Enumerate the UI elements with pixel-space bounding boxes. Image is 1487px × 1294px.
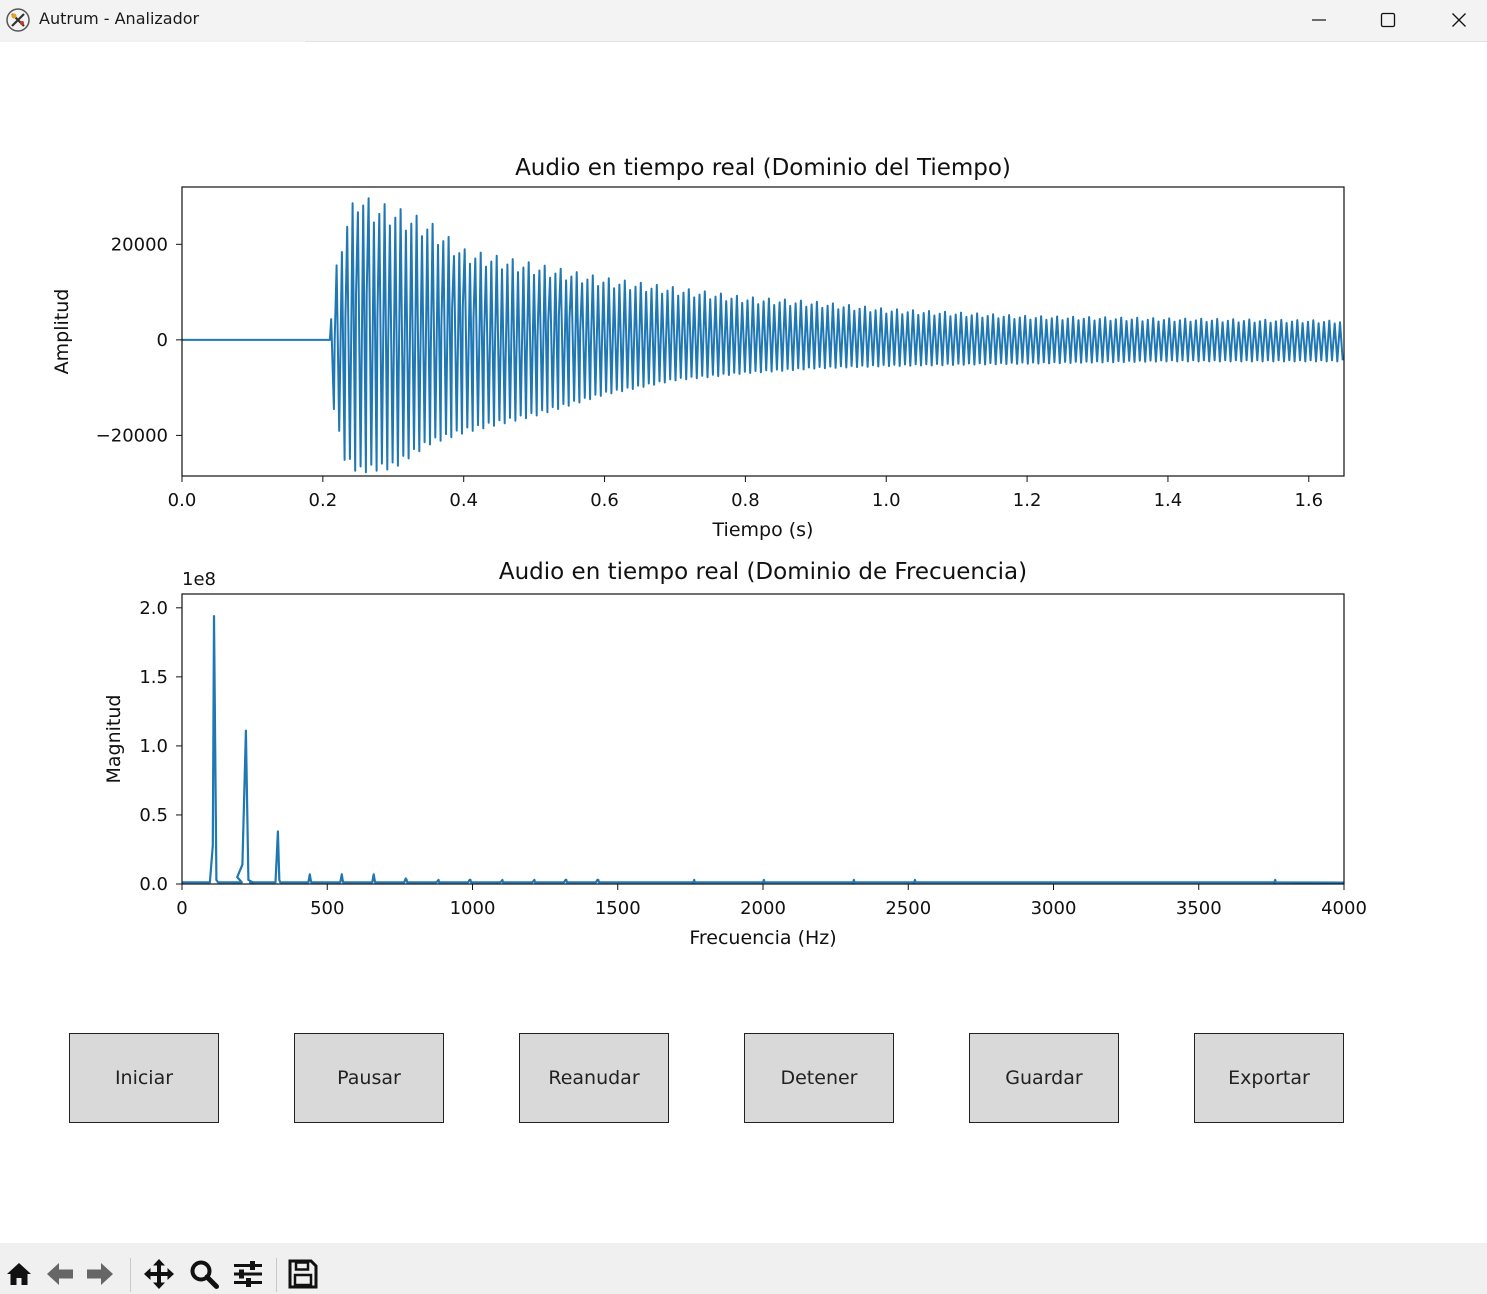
time-x-tick-label: 1.0 bbox=[872, 490, 901, 511]
time-x-tick-label: 1.6 bbox=[1294, 490, 1323, 511]
freq-y-tick-label: 0.0 bbox=[139, 874, 168, 895]
autrum-app-icon bbox=[6, 8, 30, 32]
minimize-button[interactable] bbox=[1286, 0, 1352, 40]
export-button[interactable]: Exportar bbox=[1194, 1033, 1344, 1123]
freq-x-tick-label: 3000 bbox=[1031, 898, 1077, 919]
home-button[interactable] bbox=[4, 1256, 34, 1292]
freq-x-tick-label: 4000 bbox=[1321, 898, 1367, 919]
time-x-tick-label: 1.2 bbox=[1013, 490, 1042, 511]
time-x-tick-label: 1.4 bbox=[1154, 490, 1183, 511]
toolbar-separator bbox=[276, 1258, 277, 1292]
forward-button[interactable] bbox=[84, 1256, 116, 1292]
frequency-domain-title: Audio en tiempo real (Dominio de Frecuen… bbox=[499, 559, 1027, 585]
time-y-tick-label: 20000 bbox=[111, 234, 168, 255]
freq-x-tick-label: 500 bbox=[310, 898, 344, 919]
figure-svg: 0.0 0.2 0.4 0.6 0.8 1.0 1.2 1.4 1.6200000−20000A… bbox=[51, 155, 1367, 949]
configure-subplots-icon bbox=[234, 1261, 262, 1287]
window-titlebar: Autrum - Analizador bbox=[0, 0, 1487, 42]
freq-y-tick-label: 0.5 bbox=[139, 805, 168, 826]
time-x-tick-label: 0.2 bbox=[309, 490, 338, 511]
time-x-tick-label: 0.4 bbox=[449, 490, 478, 511]
configure-subplots-button[interactable] bbox=[232, 1256, 264, 1292]
start-button[interactable]: Iniciar bbox=[69, 1033, 219, 1123]
time-x-tick-label: 0.0 bbox=[168, 490, 197, 511]
toolbar-separator bbox=[130, 1258, 131, 1292]
maximize-button[interactable] bbox=[1355, 0, 1421, 40]
zoom-icon bbox=[190, 1260, 219, 1289]
frequency-domain-axes-frame bbox=[181, 593, 1345, 885]
minimize-icon bbox=[1312, 19, 1326, 21]
home-icon bbox=[7, 1263, 31, 1285]
freq-y-tick-label: 1.0 bbox=[139, 736, 168, 757]
close-button[interactable] bbox=[1426, 0, 1487, 40]
freq-y-tick-label: 2.0 bbox=[139, 598, 168, 619]
time-domain-waveform bbox=[182, 197, 1344, 474]
back-arrow-icon bbox=[47, 1263, 73, 1285]
navigation-toolbar bbox=[0, 1243, 1487, 1294]
forward-arrow-icon bbox=[87, 1263, 113, 1285]
save-figure-icon bbox=[288, 1259, 318, 1289]
resume-button[interactable]: Reanudar bbox=[519, 1033, 669, 1123]
freq-y-offset-text: 1e8 bbox=[182, 569, 216, 590]
freq-x-tick-label: 1500 bbox=[595, 898, 641, 919]
freq-x-tick-label: 2000 bbox=[740, 898, 786, 919]
freq-y-tick-label: 1.5 bbox=[139, 667, 168, 688]
freq-x-tick-label: 0 bbox=[176, 898, 187, 919]
time-y-axis-label: Amplitud bbox=[51, 289, 73, 375]
time-domain-axes-frame bbox=[181, 186, 1345, 477]
figure-canvas[interactable]: 0.0 0.2 0.4 0.6 0.8 1.0 1.2 1.4 1.6 20000 0 −20000 A… bbox=[0, 43, 1487, 1243]
time-y-tick-label: −20000 bbox=[96, 425, 168, 446]
time-x-tick-label: 0.6 bbox=[590, 490, 619, 511]
pan-button[interactable] bbox=[142, 1256, 176, 1292]
time-x-axis-label: Tiempo (s) bbox=[712, 519, 814, 541]
zoom-button[interactable] bbox=[188, 1256, 220, 1292]
window-title: Autrum - Analizador bbox=[39, 9, 200, 28]
stop-button[interactable]: Detener bbox=[744, 1033, 894, 1123]
frequency-spectrum-line bbox=[182, 615, 1345, 884]
freq-x-axis-label: Frecuencia (Hz) bbox=[689, 927, 836, 949]
close-icon bbox=[1452, 13, 1466, 27]
freq-x-tick-label: 2500 bbox=[885, 898, 931, 919]
save-figure-button[interactable] bbox=[286, 1256, 320, 1292]
back-button[interactable] bbox=[44, 1256, 76, 1292]
freq-x-tick-label: 3500 bbox=[1176, 898, 1222, 919]
titlebar-divider bbox=[305, 41, 1487, 42]
time-domain-title: Audio en tiempo real (Dominio del Tiempo… bbox=[515, 155, 1011, 181]
freq-x-tick-label: 1000 bbox=[450, 898, 496, 919]
pan-icon bbox=[144, 1259, 174, 1289]
freq-y-axis-label: Magnitud bbox=[103, 695, 125, 784]
save-button[interactable]: Guardar bbox=[969, 1033, 1119, 1123]
time-y-tick-label: 0 bbox=[157, 330, 168, 351]
time-x-tick-label: 0.8 bbox=[731, 490, 760, 511]
pause-button[interactable]: Pausar bbox=[294, 1033, 444, 1123]
maximize-icon bbox=[1380, 12, 1396, 28]
